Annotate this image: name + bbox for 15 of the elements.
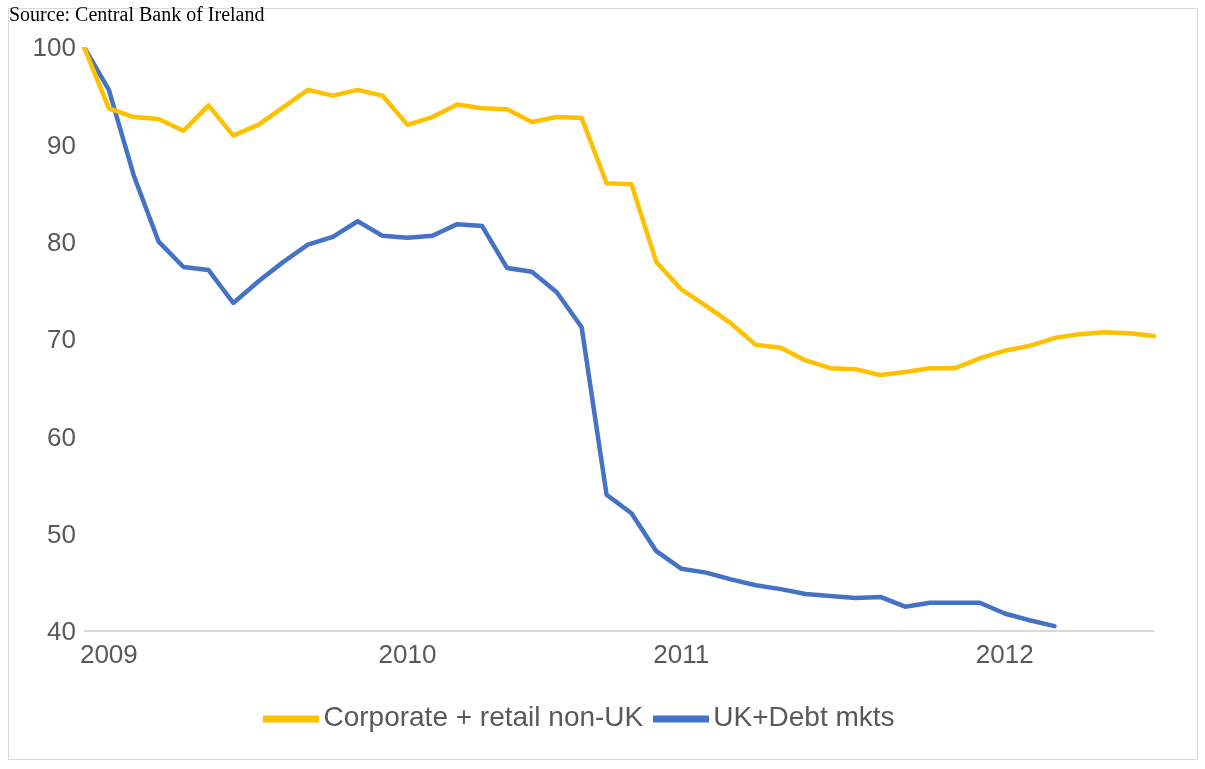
y-tick-label: 40 xyxy=(47,616,76,647)
y-tick-label: 80 xyxy=(47,226,76,257)
legend-label: Corporate + retail non-UK xyxy=(323,701,644,733)
x-tick-label: 2010 xyxy=(378,639,437,670)
legend-label: UK+Debt mkts xyxy=(713,701,895,733)
x-tick-label: 2012 xyxy=(975,639,1034,670)
x-tick-label: 2009 xyxy=(79,639,138,670)
source-note: Source: Central Bank of Ireland xyxy=(9,3,265,26)
y-tick-label: 100 xyxy=(32,32,76,63)
y-tick-label: 60 xyxy=(47,421,76,452)
line-series xyxy=(81,47,1157,378)
y-tick-label: 50 xyxy=(47,518,76,549)
y-tick-label: 70 xyxy=(47,324,76,355)
y-tick-label: 90 xyxy=(47,129,76,160)
x-tick-label: 2011 xyxy=(653,639,710,670)
